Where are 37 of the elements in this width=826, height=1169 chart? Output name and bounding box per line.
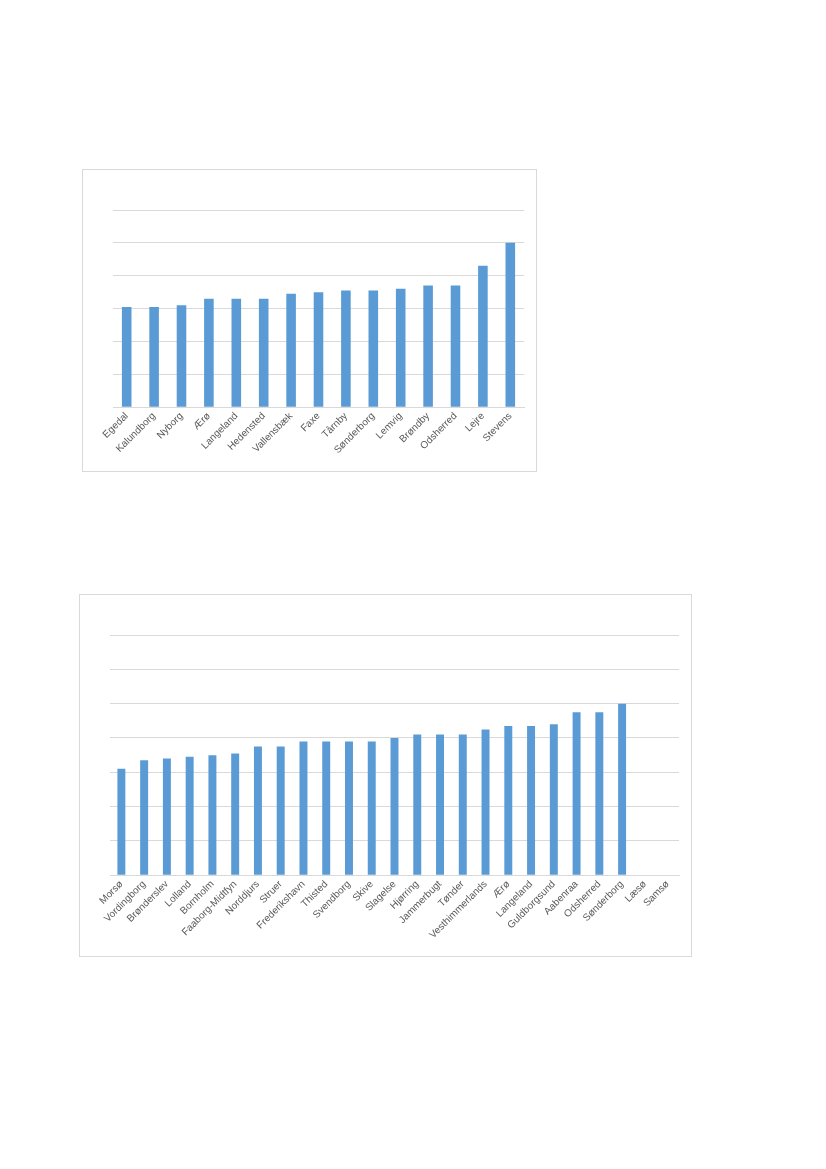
bar: [345, 741, 353, 875]
bar: [423, 285, 433, 407]
bar: [162, 758, 171, 875]
bar: [299, 741, 308, 875]
bar: [572, 712, 581, 875]
bar: [436, 734, 444, 875]
bar: [549, 724, 558, 875]
bar: [450, 285, 461, 407]
bar: [341, 290, 351, 407]
bar: [395, 288, 406, 407]
bar: [117, 768, 126, 875]
bar: [185, 756, 194, 875]
bar: [231, 753, 240, 875]
bar: [276, 746, 285, 875]
bar: [504, 725, 513, 875]
bar: [458, 734, 467, 875]
bar: [368, 290, 379, 407]
bar: [121, 306, 132, 407]
bar: [367, 741, 376, 875]
bar: [478, 265, 488, 407]
bar: [258, 298, 269, 407]
bar: [413, 734, 422, 875]
bar: [204, 298, 214, 407]
bar: [527, 725, 536, 875]
bar: [595, 712, 604, 875]
bar: [176, 305, 187, 407]
bar: [253, 746, 262, 875]
bar: [322, 741, 331, 875]
bar: [208, 755, 217, 875]
bar: [481, 729, 490, 875]
bar: [149, 306, 159, 407]
bar: [505, 242, 516, 407]
bar: [313, 292, 324, 407]
bar: [618, 703, 627, 875]
bar: [140, 760, 149, 875]
bar: [286, 293, 296, 407]
bar: [231, 298, 242, 407]
